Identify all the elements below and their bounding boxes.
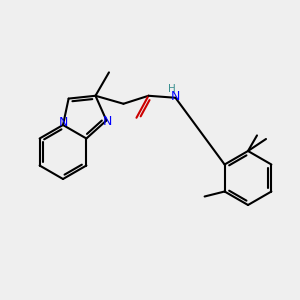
Text: H: H — [168, 84, 175, 94]
Text: N: N — [171, 90, 180, 103]
Text: N: N — [58, 116, 68, 130]
Text: N: N — [103, 115, 112, 128]
